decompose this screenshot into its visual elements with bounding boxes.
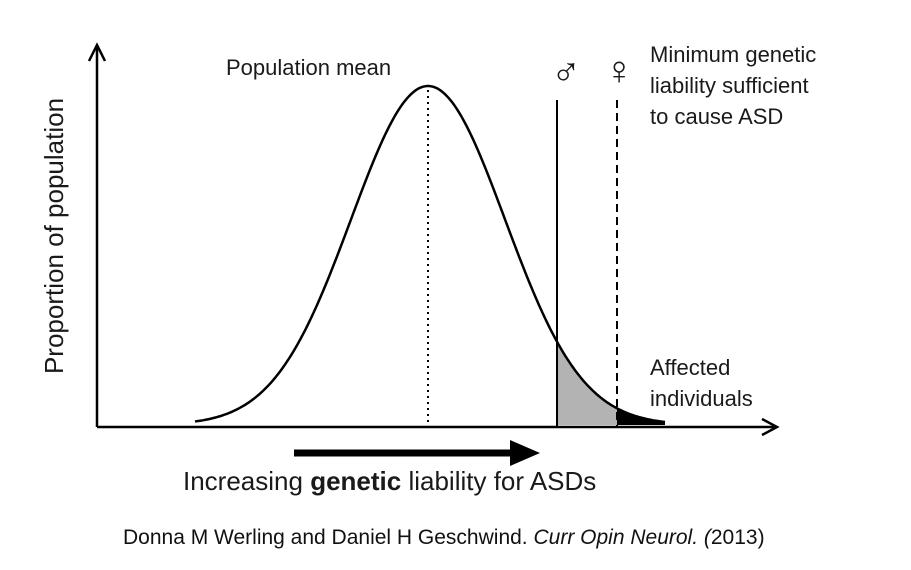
affected-label-line-2: individuals	[650, 386, 753, 411]
female-symbol: ♀	[604, 49, 634, 93]
threshold-note-line-1: Minimum genetic	[650, 42, 816, 67]
x-axis-label-suffix: liability for ASDs	[401, 466, 596, 496]
y-axis-arrowhead	[87, 42, 107, 62]
x-axis-label: Increasing genetic liability for ASDs	[183, 466, 596, 496]
x-axis-label-prefix: Increasing	[183, 466, 310, 496]
male-affected-tail-area	[557, 341, 665, 425]
citation-year: 2013)	[710, 526, 765, 549]
citation-journal: Curr Opin Neurol. (	[533, 526, 711, 549]
population-distribution-curve	[194, 84, 666, 424]
affected-label-line-1: Affected	[650, 355, 730, 380]
population-mean-label: Population mean	[226, 55, 391, 80]
x-axis-arrowhead	[761, 417, 780, 437]
citation-authors: Donna M Werling and Daniel H Geschwind.	[123, 526, 534, 549]
threshold-note-line-3: to cause ASD	[650, 104, 783, 129]
x-axis-label-bold: genetic	[310, 466, 401, 496]
increasing-direction-arrowhead	[510, 440, 540, 466]
citation: Donna M Werling and Daniel H Geschwind. …	[123, 526, 765, 550]
threshold-note-line-2: liability sufficient	[650, 73, 809, 98]
male-symbol: ♂	[551, 49, 581, 93]
y-axis-label: Proportion of population	[39, 98, 69, 374]
